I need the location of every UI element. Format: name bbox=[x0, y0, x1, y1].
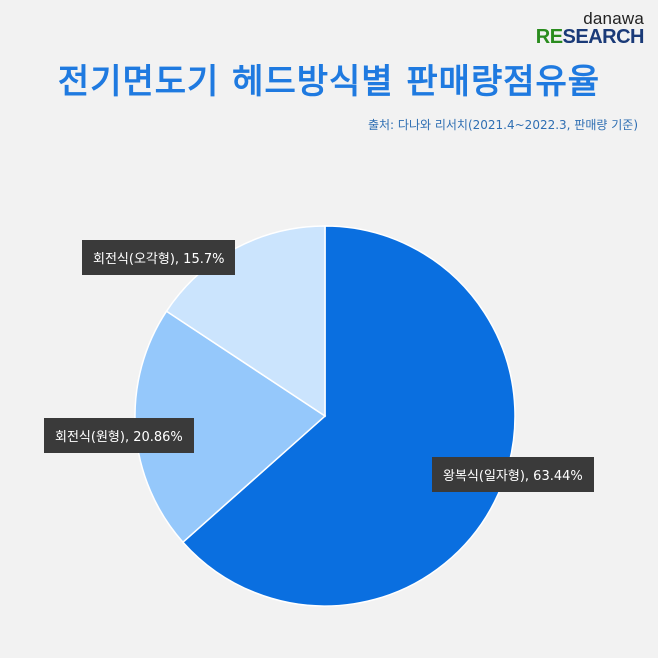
slice-label-reciprocating: 왕복식(일자형), 63.44% bbox=[432, 457, 594, 492]
slice-label-rotary-pentagon: 회전식(오각형), 15.7% bbox=[82, 240, 236, 275]
logo-text-re: RE bbox=[535, 26, 563, 48]
chart-source: 출처: 다나와 리서치(2021.4~2022.3, 판매량 기준) bbox=[367, 118, 638, 132]
slice-label-rotary-round: 회전식(원형), 20.86% bbox=[44, 418, 194, 453]
pie-slice-reciprocating bbox=[181, 225, 516, 607]
logo-text-top: danawa bbox=[583, 9, 644, 28]
logo-text-bottom: RESEARCH bbox=[535, 26, 645, 48]
logo-text-search: SEARCH bbox=[562, 26, 645, 48]
danawa-research-logo: danawa RESEARCH bbox=[535, 9, 645, 48]
chart-title: 전기면도기 헤드방식별 판매량점유율 bbox=[57, 62, 601, 102]
